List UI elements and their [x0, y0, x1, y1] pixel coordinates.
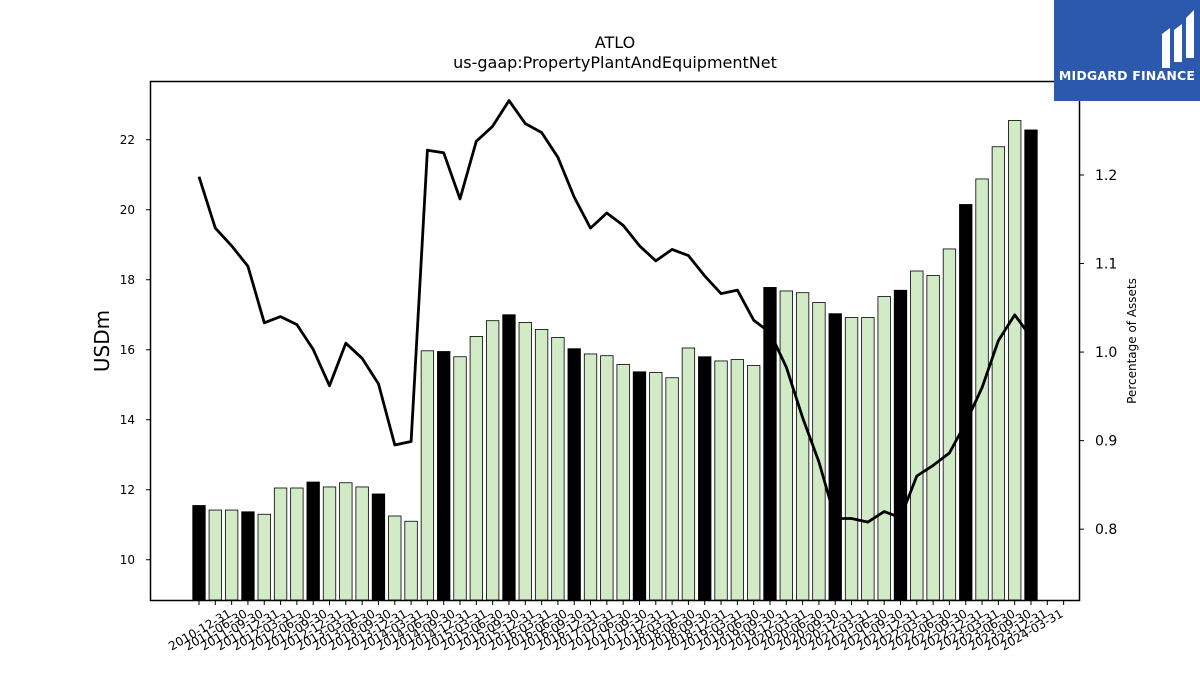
bar [632, 371, 647, 601]
bar [453, 356, 467, 601]
bar [844, 317, 859, 601]
y-tick-label: 22 [120, 133, 135, 147]
bar [665, 377, 679, 601]
bar [241, 511, 255, 601]
bar [616, 364, 630, 601]
bar [404, 520, 418, 601]
bar [551, 337, 565, 601]
bar [437, 351, 451, 601]
bar [649, 372, 663, 601]
bar [747, 365, 761, 601]
y2-axis-label: Percentage of Assets [1125, 278, 1139, 404]
y2-tick-label: 1.2 [1095, 168, 1117, 184]
bar [469, 336, 483, 601]
y-tick-label: 14 [120, 413, 135, 427]
bar [714, 360, 728, 601]
bar [910, 270, 924, 601]
bar [926, 275, 940, 601]
y2-tick-label: 0.9 [1095, 434, 1117, 450]
logo-mark-icon [1162, 10, 1194, 68]
bar [322, 486, 337, 601]
percentage-line [197, 99, 1033, 524]
y-tick-label: 16 [120, 343, 135, 357]
bar [730, 359, 745, 601]
chart-subtitle: us-gaap:PropertyPlantAndEquipmentNet [453, 53, 777, 72]
bar [877, 296, 891, 601]
bar [208, 509, 222, 601]
bar [583, 353, 598, 601]
bar [698, 356, 712, 601]
bar [779, 290, 793, 601]
y-tick-label: 18 [120, 273, 135, 287]
bar [257, 513, 271, 601]
bar [959, 204, 973, 601]
y2-tick-label: 1.0 [1095, 345, 1117, 361]
logo-text: MIDGARD FINANCE [1058, 68, 1196, 83]
y-axis-label: USDm [90, 310, 114, 372]
bar [991, 146, 1006, 601]
bar [306, 481, 320, 601]
bar [371, 493, 386, 601]
plot-frame [149, 80, 1081, 602]
bar [290, 487, 304, 601]
bar [192, 505, 206, 601]
bar [681, 347, 696, 601]
bar [1008, 120, 1022, 601]
bar [534, 329, 549, 601]
bar [1024, 129, 1038, 601]
bar [828, 313, 842, 601]
bar [420, 350, 435, 601]
bar [893, 289, 908, 601]
midgard-finance-logo: MIDGARD FINANCE [1054, 0, 1200, 101]
y-tick-label: 10 [120, 553, 135, 567]
y2-tick-label: 0.8 [1095, 522, 1117, 538]
bar [942, 248, 957, 601]
bar [518, 322, 532, 601]
chart-title: ATLO [595, 33, 635, 52]
bar [861, 317, 875, 601]
left-axis-ticks: 10 12 14 16 18 20 22 [120, 133, 151, 567]
bar [502, 314, 516, 601]
bar [273, 487, 288, 601]
bar [795, 292, 810, 601]
x-axis-ticks: 2010-12-312011-06-302011-09-302011-12-31… [166, 600, 1066, 653]
bar [600, 355, 614, 601]
bar [485, 320, 500, 601]
bar [567, 348, 581, 601]
bar [339, 482, 353, 601]
bar [224, 509, 239, 601]
right-axis-ticks: 0.8 0.9 1.0 1.1 1.2 [1079, 168, 1117, 538]
line-group [197, 99, 1033, 524]
y-tick-label: 12 [120, 483, 135, 497]
bar [355, 486, 369, 601]
y-tick-label: 20 [120, 203, 135, 217]
y2-tick-label: 1.1 [1095, 257, 1117, 273]
bar [388, 515, 402, 601]
